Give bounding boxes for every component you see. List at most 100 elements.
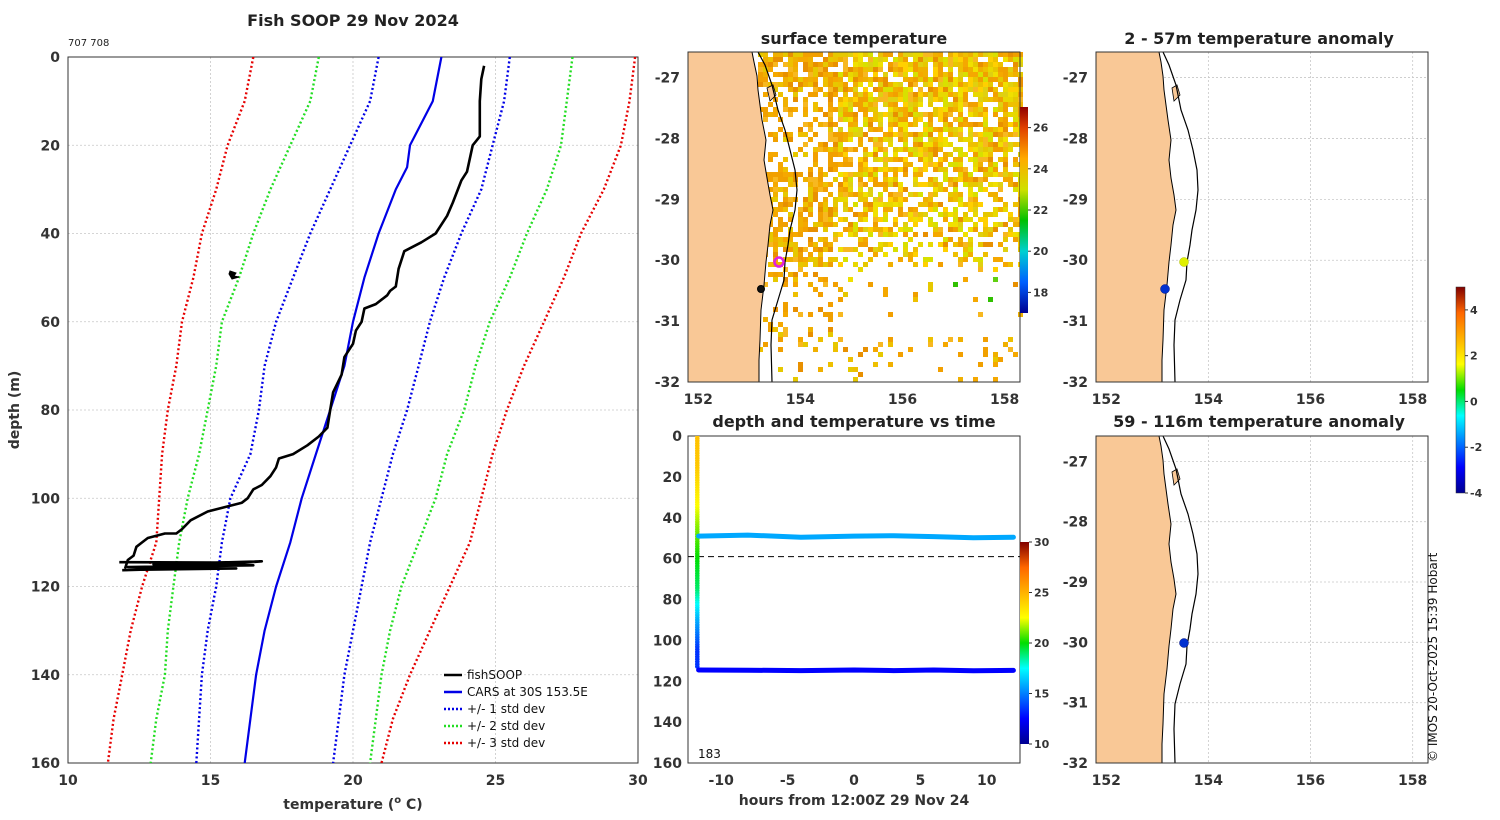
sst-pixel [958,102,963,107]
sst-pixel [923,257,928,262]
sst-pixel [908,237,913,242]
sst-pixel [943,127,948,132]
anomaly-deep-ticks: 152 154 156 158-27-28-29-30-31-32 [1063,454,1428,789]
profile-count-note: 183 [698,747,721,761]
sst-pixel [823,57,828,62]
sst-pixel [833,152,838,157]
sst-pixel [883,152,888,157]
sst-pixel [933,167,938,172]
sst-pixel [943,92,948,97]
series--3-std-dev [106,57,255,763]
sst-pixel [903,117,908,122]
sst-pixel [778,272,783,277]
sst-pixel [903,122,908,127]
time-y-tick-label: 140 [653,715,682,731]
sst-pixel [783,282,788,287]
map-lat-label: -29 [1063,575,1088,591]
sst-pixel [973,57,978,62]
sst-pixel [913,132,918,137]
sst-pixel [808,57,813,62]
sst-pixel [928,162,933,167]
sst-pixel [858,67,863,72]
sst-pixel [833,232,838,237]
sst-pixel [908,347,913,352]
sst-pixel [853,172,858,177]
sst-pixel [1013,97,1018,102]
sst-pixel [903,112,908,117]
sst-pixel [988,82,993,87]
sst-pixel [888,202,893,207]
sst-pixel [843,157,848,162]
sst-pixel [943,87,948,92]
sst-colorbar-label: 18 [1033,286,1048,299]
sst-pixel [893,172,898,177]
sst-pixel [903,62,908,67]
sst-pixel [943,102,948,107]
sst-pixel [833,202,838,207]
sst-pixel [903,232,908,237]
sst-pixel [803,152,808,157]
sst-pixel [823,112,828,117]
sst-pixel [973,257,978,262]
sst-pixel [1008,182,1013,187]
sst-pixel [1003,82,1008,87]
sst-pixel [828,117,833,122]
sst-pixel [928,77,933,82]
sst-pixel [888,337,893,342]
sst-pixel [968,177,973,182]
sst-pixel [903,167,908,172]
sst-pixel [893,222,898,227]
sst-pixel [963,232,968,237]
sst-pixel [953,197,958,202]
sst-pixel [883,252,888,257]
sst-pixel [823,182,828,187]
sst-pixel [823,77,828,82]
sst-pixel [828,302,833,307]
sst-pixel [828,157,833,162]
sst-pixel [913,292,918,297]
sst-pixel [813,347,818,352]
sst-pixel [778,262,783,267]
sst-pixel [943,217,948,222]
sst-pixel [993,212,998,217]
sst-pixel [953,167,958,172]
sst-pixel [983,227,988,232]
sst-pixel [973,182,978,187]
sst-pixel [918,202,923,207]
sst-pixel [998,102,1003,107]
sst-pixel [778,207,783,212]
sst-pixel [768,57,773,62]
sst-pixel [973,142,978,147]
sst-pixel [913,297,918,302]
sst-pixel [883,132,888,137]
sst-pixel [973,177,978,182]
sst-pixel [823,237,828,242]
sst-pixel [988,132,993,137]
sst-pixel [923,262,928,267]
sst-pixel [813,262,818,267]
sst-pixel [898,67,903,72]
sst-pixel [863,347,868,352]
sst-pixel [828,147,833,152]
sst-pixel [993,97,998,102]
sst-pixel [778,127,783,132]
sst-pixel [913,117,918,122]
sst-pixel [978,182,983,187]
sst-pixel [938,127,943,132]
sst-pixel [828,182,833,187]
map-lon-label: 152 [684,392,713,408]
time-x-tick-label: 0 [849,773,859,789]
sst-pixel [953,77,958,82]
sst-pixel [938,57,943,62]
sst-pixel [1013,107,1018,112]
sst-pixel [878,227,883,232]
sst-pixel [973,207,978,212]
sst-pixel [888,262,893,267]
sst-pixel [1003,237,1008,242]
sst-pixel [808,62,813,67]
sst-pixel [813,82,818,87]
sst-pixel [953,177,958,182]
sst-pixel [858,172,863,177]
sst-pixel [928,122,933,127]
